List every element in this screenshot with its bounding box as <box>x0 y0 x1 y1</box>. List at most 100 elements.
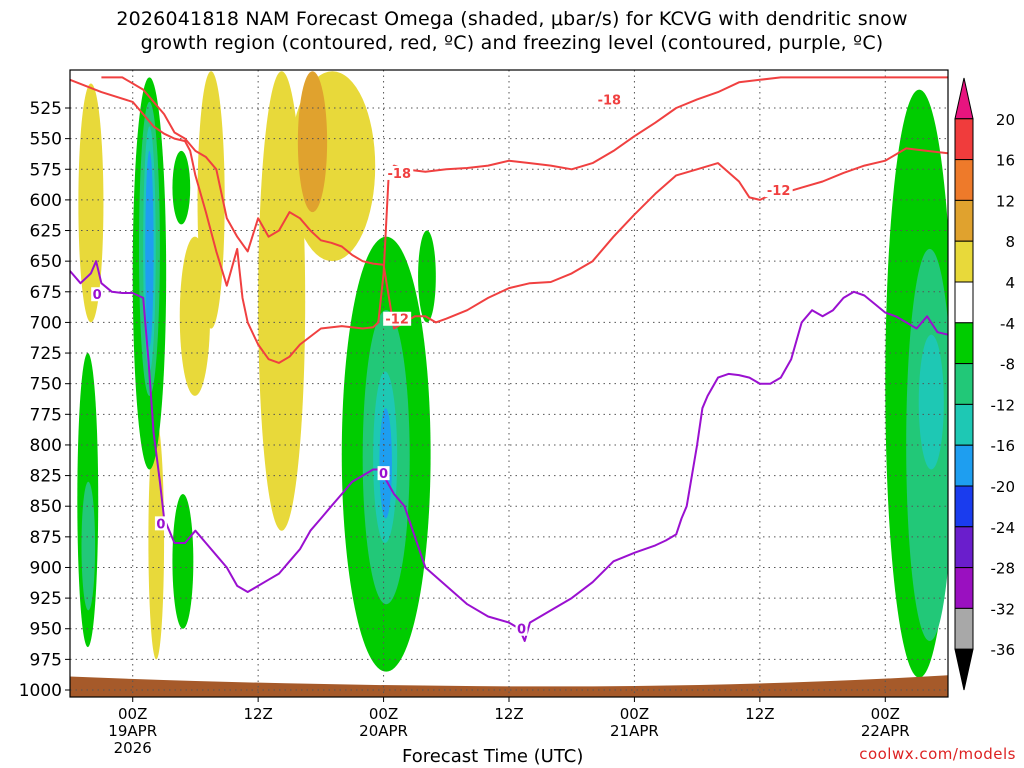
colorbar-label: -36 <box>991 641 1016 659</box>
ground-surface <box>70 675 948 697</box>
y-tick-label: 875 <box>30 528 62 548</box>
x-axis-title: Forecast Time (UTC) <box>402 746 584 767</box>
contour-label: 0 <box>156 517 165 532</box>
x-tick-label: 00Z <box>620 705 649 723</box>
colorbar-label: -8 <box>1000 356 1015 374</box>
colorbar-swatch <box>954 485 974 528</box>
omega-negative-area <box>145 150 154 347</box>
colorbar-swatch <box>954 240 974 283</box>
y-axis: 525 550 575 600 625 650 675 700 725 750 775 800 825 8… <box>19 99 70 701</box>
contour-label: -12 <box>767 184 791 199</box>
colorbar-min-arrow <box>954 648 974 691</box>
x-tick-year-label: 2026 <box>114 739 152 757</box>
contour-label: 0 <box>379 467 388 482</box>
x-tick-label: 00Z <box>369 705 398 723</box>
colorbar-label: 12 <box>996 192 1015 210</box>
contour-label-bg <box>385 165 414 180</box>
colorbar-swatch <box>954 607 974 650</box>
contour-line <box>70 260 948 642</box>
contour-label-bg <box>154 516 167 531</box>
colorbar-swatch <box>954 403 974 446</box>
colorbar-label: -32 <box>991 600 1016 618</box>
contour-labels: -18 -18 -12 -12 0 0 0 0 <box>91 92 793 638</box>
x-tick-label: 12Z <box>494 705 523 723</box>
contour-label-bg <box>595 92 624 107</box>
ground-layer <box>70 675 948 697</box>
colorbar-swatch <box>954 199 974 242</box>
omega-positive-area <box>179 236 211 396</box>
y-tick-label: 800 <box>30 436 62 456</box>
colorbar-label: -20 <box>991 478 1016 496</box>
y-tick-label: 575 <box>30 160 62 180</box>
colorbar-swatch <box>954 281 974 324</box>
colorbar-swatch <box>954 118 974 161</box>
colorbar-label: -16 <box>991 437 1016 455</box>
omega-negative-area <box>81 481 96 611</box>
chart-title-line-2: growth region (contoured, red, ºC) and f… <box>140 32 884 54</box>
contour-label: 0 <box>517 623 526 638</box>
contour-label: -18 <box>598 93 622 108</box>
y-tick-label: 675 <box>30 283 62 303</box>
x-tick-date-label: 22APR <box>861 722 910 740</box>
y-tick-label: 900 <box>30 558 62 578</box>
colorbar-swatch <box>954 444 974 487</box>
colorbar-swatch <box>954 322 974 365</box>
contour-label: -12 <box>385 313 409 328</box>
colorbar-label: -12 <box>991 396 1016 414</box>
x-tick-date-label: 20APR <box>359 722 408 740</box>
contour-label: -18 <box>388 167 412 182</box>
y-tick-label: 725 <box>30 344 62 364</box>
y-tick-label: 775 <box>30 405 62 425</box>
colorbar-label: -28 <box>991 560 1016 578</box>
colorbar-swatch <box>954 159 974 201</box>
y-tick-label: 950 <box>30 620 62 640</box>
x-tick-date-label: 19APR <box>108 722 157 740</box>
omega-negative-area <box>172 150 191 225</box>
y-tick-label: 625 <box>30 222 62 242</box>
contour-label: 0 <box>93 288 102 303</box>
x-tick-label: 12Z <box>745 705 774 723</box>
y-tick-label: 550 <box>30 130 62 150</box>
x-tick-label: 00Z <box>118 705 147 723</box>
chart-title-line-1: 2026041818 NAM Forecast Omega (shaded, μ… <box>116 8 908 30</box>
omega-negative-area <box>418 230 436 323</box>
colorbar-label: 8 <box>1005 233 1015 251</box>
colorbar-swatch <box>954 526 974 569</box>
colorbar-max-arrow <box>954 77 974 120</box>
omega-negative-area <box>918 334 944 470</box>
colorbar-label: 16 <box>996 152 1015 170</box>
y-tick-label: 650 <box>30 252 62 272</box>
credit-link[interactable]: coolwx.com/models <box>859 745 1016 763</box>
omega-positive-area <box>78 83 104 323</box>
colorbar-label: 4 <box>1005 274 1015 292</box>
omega-positive-area <box>297 71 328 213</box>
colorbar-swatch <box>954 567 974 609</box>
contour-label-bg <box>383 311 412 326</box>
contour-label-bg <box>764 183 793 198</box>
contour-label-bg <box>91 287 104 302</box>
colorbar-label: 20 <box>996 111 1015 129</box>
contour-label-bg <box>377 466 390 481</box>
x-tick-label: 00Z <box>871 705 900 723</box>
y-tick-label: 850 <box>30 497 62 517</box>
y-tick-label: 975 <box>30 650 62 670</box>
y-tick-label: 825 <box>30 467 62 487</box>
colorbar: 20 16 12 8 4 -4 -8 -12 -16 -20 -24 -28 -32 -36 <box>954 77 1016 691</box>
x-tick-label: 12Z <box>243 705 272 723</box>
colorbar-label: -24 <box>991 519 1016 537</box>
omega-shading <box>77 71 948 678</box>
contour-line <box>101 76 948 330</box>
colorbar-swatch <box>954 363 974 405</box>
colorbar-label: -4 <box>1000 315 1015 333</box>
y-tick-label: 1000 <box>19 681 62 701</box>
y-tick-label: 750 <box>30 375 62 395</box>
y-tick-label: 525 <box>30 99 62 119</box>
y-tick-label: 600 <box>30 191 62 211</box>
contour-label-bg <box>515 621 528 636</box>
omega-negative-area <box>172 493 194 629</box>
y-tick-label: 925 <box>30 589 62 609</box>
omega-negative-area <box>379 408 392 519</box>
y-tick-label: 700 <box>30 313 62 333</box>
